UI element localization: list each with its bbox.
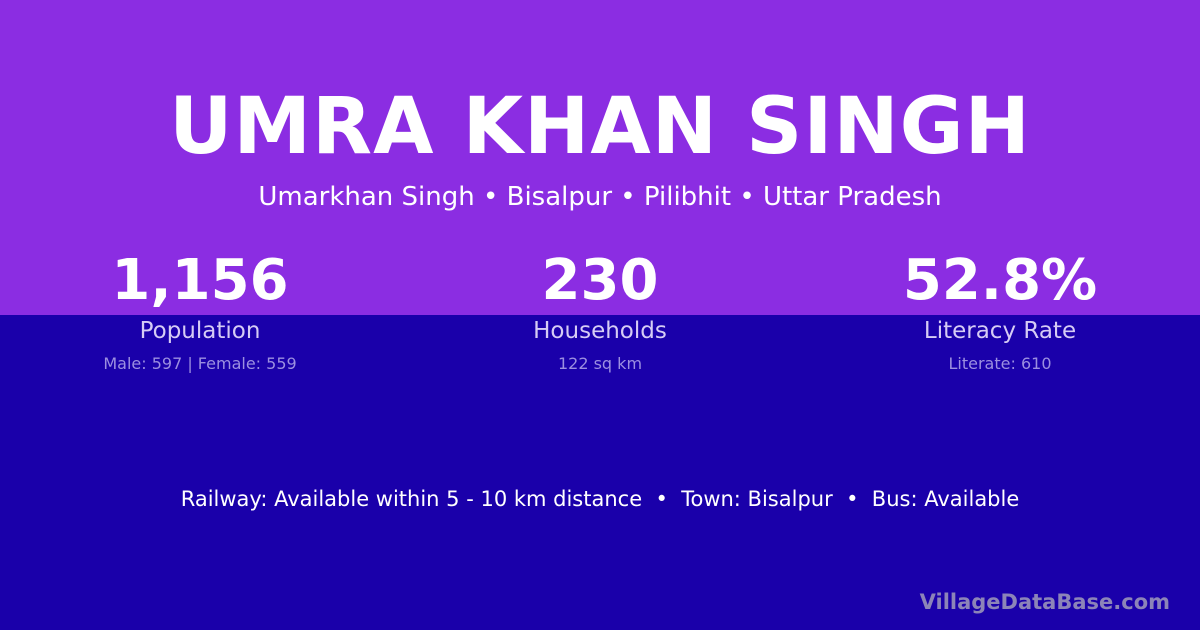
village-title: UMRA KHAN SINGH <box>169 82 1031 172</box>
header-band <box>0 0 1200 315</box>
brand-logo: VillageDataBase.com <box>919 590 1170 614</box>
transport-info: Railway: Available within 5 - 10 km dist… <box>180 487 1020 511</box>
stat-label: Population <box>139 318 261 344</box>
stat-detail: Male: 597 | Female: 559 <box>103 354 297 373</box>
stat-detail: 122 sq km <box>557 354 643 373</box>
stat-households: 230 Households 122 sq km <box>400 248 800 373</box>
stat-value: 230 <box>541 248 659 313</box>
stat-detail: Literate: 610 <box>948 354 1052 373</box>
stat-value: 52.8% <box>902 248 1098 313</box>
location-breadcrumb: Umarkhan Singh • Bisalpur • Pilibhit • U… <box>258 182 942 212</box>
stat-literacy: 52.8% Literacy Rate Literate: 610 <box>800 248 1200 373</box>
stat-label: Literacy Rate <box>923 318 1077 344</box>
stat-population: 1,156 Population Male: 597 | Female: 559 <box>0 248 400 373</box>
stat-value: 1,156 <box>111 248 289 313</box>
stat-label: Households <box>533 318 667 344</box>
